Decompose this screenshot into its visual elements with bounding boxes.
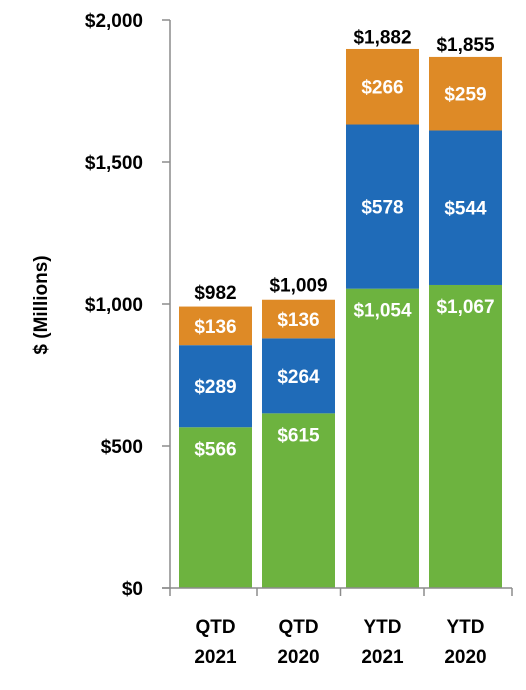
bar-bottom-segment-1 xyxy=(179,427,252,588)
bar-bottom-segment-3 xyxy=(346,288,419,588)
y-tick-label: $2,000 xyxy=(85,11,143,32)
segment-value-label: $266 xyxy=(361,78,403,99)
labels-layer: $566 $289 $136 $982 $615 $264 $136 $1,009 $1,054… xyxy=(194,28,495,461)
y-tick-label: $1,500 xyxy=(85,153,143,174)
segment-value-label: $136 xyxy=(194,317,236,338)
bar-top-segment-4 xyxy=(429,56,502,131)
x-tick-label: YTD 2021 xyxy=(361,617,404,668)
segment-value-label: $544 xyxy=(444,199,487,220)
bar-middle-segment-4 xyxy=(429,130,502,285)
x-tick-label: QTD 2021 xyxy=(194,617,237,668)
segment-value-label: $264 xyxy=(277,367,320,388)
y-tick-label: $0 xyxy=(122,579,143,600)
bar-bottom-segment-2 xyxy=(262,413,335,588)
segment-value-label: $136 xyxy=(277,310,319,331)
bar-middle-segment-2 xyxy=(262,338,335,414)
segment-value-label: $578 xyxy=(361,198,403,219)
segment-value-label: $566 xyxy=(194,439,236,460)
y-tick-label: $1,000 xyxy=(85,295,143,316)
total-value-label: $1,855 xyxy=(436,35,495,56)
total-value-label: $982 xyxy=(194,283,236,304)
bar-top-segment-3 xyxy=(346,48,419,125)
bar-middle-segment-1 xyxy=(179,345,252,428)
x-tick-label: YTD 2020 xyxy=(444,617,486,668)
bar-middle-segment-3 xyxy=(346,124,419,289)
y-axis-title: $ (Millions) xyxy=(31,255,52,354)
total-value-label: $1,009 xyxy=(269,275,327,296)
bar-bottom-segment-4 xyxy=(429,284,502,588)
segment-value-label: $1,067 xyxy=(436,297,494,318)
total-value-label: $1,882 xyxy=(353,28,411,49)
y-tick-label: $500 xyxy=(101,437,143,458)
segment-value-label: $289 xyxy=(194,377,236,398)
x-tick-label: QTD 2020 xyxy=(277,617,319,668)
segment-value-label: $1,054 xyxy=(353,301,412,322)
bars-layer xyxy=(179,48,502,588)
axes-layer: $0 $500 $1,000 $1,500 $2,000 QTD 2021 QTD 2020 YT… xyxy=(31,11,513,668)
segment-value-label: $615 xyxy=(277,425,320,446)
bar-top-segment-2 xyxy=(262,299,335,339)
bar-top-segment-1 xyxy=(179,306,252,346)
segment-value-label: $259 xyxy=(444,85,486,106)
